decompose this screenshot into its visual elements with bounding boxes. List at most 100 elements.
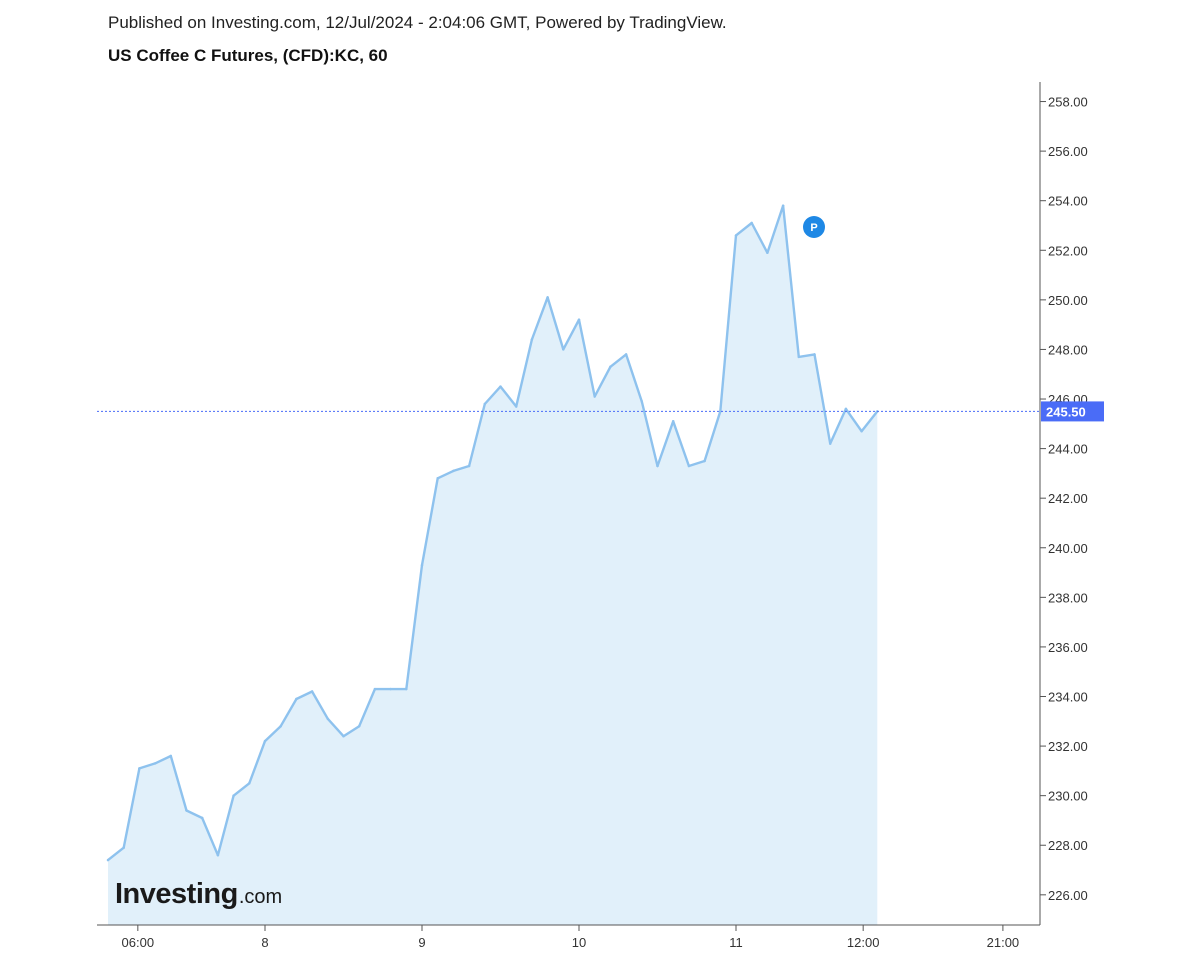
price-point [389,687,392,691]
chart-title: US Coffee C Futures, (CFD):KC, 60 [108,46,388,65]
price-line-segment [703,410,722,463]
price-point [577,318,581,321]
y-tick-label: 250.00 [1048,293,1088,308]
y-tick-label: 236.00 [1048,640,1088,655]
x-tick-label: 8 [261,935,268,950]
price-point [844,407,848,411]
price-point [813,353,816,356]
price-point [499,385,502,388]
y-tick-label: 252.00 [1048,243,1088,258]
price-line-segment [279,697,298,728]
price-line-segment [467,402,486,468]
price-line-segment [624,353,643,403]
price-line-segment [766,204,785,255]
y-tick-label: 234.00 [1048,690,1088,705]
price-point [483,402,486,406]
price-point [185,809,188,812]
price-line-segment [436,469,455,480]
price-line-segment [420,477,439,567]
price-line-segment [860,410,879,433]
price-line-segment [452,464,471,473]
price-line-segment [310,690,329,720]
price-point [687,464,691,468]
y-tick-label: 238.00 [1048,590,1088,605]
price-point [310,690,314,693]
price-line-segment [672,420,691,468]
area-fill [108,205,878,925]
price-point [515,405,518,408]
price-point [248,782,251,785]
y-tick-label: 258.00 [1048,95,1088,110]
published-info: Published on Investing.com, 12/Jul/2024 … [108,13,727,32]
price-point [263,739,267,743]
price-point [562,348,565,351]
price-point [295,697,298,701]
price-line-segment [405,563,424,691]
price-line-segment [358,687,377,728]
price-point [436,477,439,480]
price-point [766,251,769,254]
price-point [546,296,549,299]
price-point [216,854,220,857]
price-point [153,762,157,765]
price-point [138,767,141,770]
y-tick-label: 230.00 [1048,789,1088,804]
price-line-segment [216,794,235,857]
price-point [373,687,377,691]
price-point [609,365,612,368]
price-point [530,338,534,341]
price-point [452,469,455,473]
logo-suffix: .com [239,886,282,908]
axes-layer [97,82,1041,926]
x-tick-label: 21:00 [987,935,1020,950]
price-point [232,794,235,797]
y-tick-label: 254.00 [1048,194,1088,209]
y-tick-label: 226.00 [1048,888,1088,903]
investing-logo: Investing .com [115,878,282,910]
price-line-segment [813,353,832,445]
x-tick-label: 11 [729,935,743,950]
price-line-segment [295,690,314,701]
price-line-segment [719,234,738,413]
price-point [640,400,643,403]
y-tick-label: 242.00 [1048,491,1088,506]
price-line-segment [248,739,267,785]
price-point [624,353,628,356]
marker-layer: P [803,216,825,238]
y-tick-label: 228.00 [1048,838,1088,853]
price-point [734,234,738,237]
price-point [797,355,800,359]
x-tick-label: 06:00 [122,935,155,950]
price-line-segment [734,221,753,237]
price-line-segment [122,767,141,849]
price-line-segment [750,221,769,255]
price-point [719,410,722,413]
price-point [405,687,408,691]
last-price-label-layer: 245.50 [1041,401,1104,422]
price-line-segment [515,338,534,408]
price-point [420,563,424,567]
x-tick-label: 9 [418,935,425,950]
price-line-segment [342,725,361,738]
price-point [750,221,753,225]
price-line-segment [326,717,345,738]
price-point [342,735,345,738]
price-point [781,204,785,207]
price-point [703,459,706,463]
x-axis[interactable]: 06:00 8 9 10 11 12:00 21:00 [122,925,1020,950]
price-line-segment [593,365,612,398]
price-point [279,725,282,728]
price-line-segment [577,318,596,398]
area-fill-layer [108,205,878,925]
last-price-value: 245.50 [1046,404,1086,419]
price-line-segment [153,754,173,765]
price-line-segment [530,296,549,341]
x-tick-label: 10 [572,935,586,950]
marker-circle[interactable] [803,216,825,238]
price-line-segment [656,420,675,468]
y-axis[interactable]: 226.00 228.00 230.00 232.00 234.00 236.00 238.… [1040,95,1088,903]
price-point [860,430,863,433]
y-tick-label: 240.00 [1048,541,1088,556]
price-line-segment [609,353,628,368]
